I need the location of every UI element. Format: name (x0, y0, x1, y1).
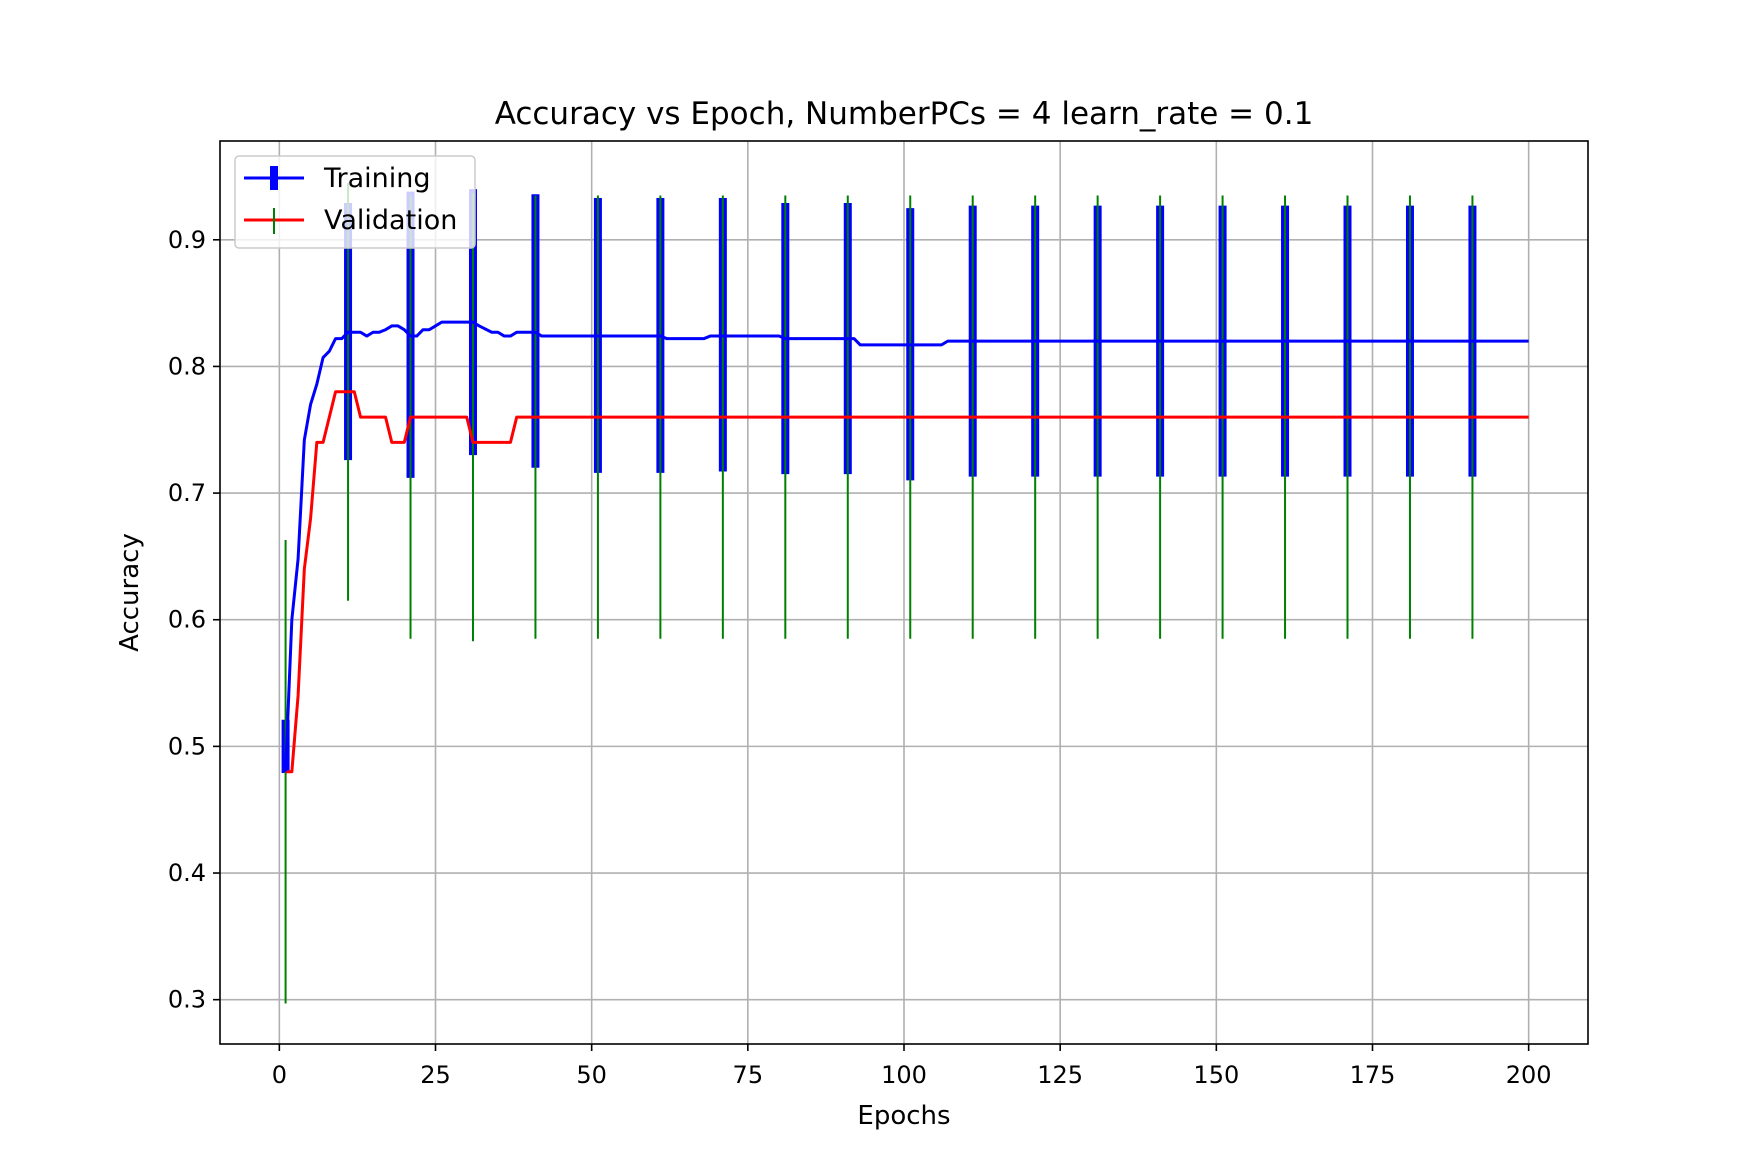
legend: Training Validation (234, 155, 476, 249)
legend-validation-label: Validation (324, 205, 457, 236)
legend-validation-marker (244, 208, 304, 234)
x-tick-label: 0 (272, 1061, 287, 1089)
y-tick-label: 0.8 (168, 352, 206, 380)
y-tick-label: 0.5 (168, 732, 206, 760)
chart-title: Accuracy vs Epoch, NumberPCs = 4 learn_r… (495, 96, 1314, 132)
y-tick-label: 0.7 (168, 479, 206, 507)
y-axis-label: Accuracy (115, 533, 145, 652)
legend-training-label: Training (323, 163, 431, 194)
series-lines (284, 320, 1529, 774)
legend-training-marker (244, 166, 304, 190)
x-tick-label: 175 (1350, 1061, 1396, 1089)
x-tick-label: 75 (733, 1061, 764, 1089)
x-tick-label: 25 (420, 1061, 451, 1089)
validation-line (285, 390, 1529, 774)
x-tick-label: 150 (1193, 1061, 1239, 1089)
y-tick-label: 0.4 (168, 859, 206, 887)
y-tick-label: 0.3 (168, 986, 206, 1014)
x-tick-label: 100 (881, 1061, 927, 1089)
x-tick-label: 200 (1506, 1061, 1552, 1089)
x-tick-label: 50 (576, 1061, 607, 1089)
y-tick-label: 0.6 (168, 606, 206, 634)
axis-ticks: 0 25 50 75 100 125 150 175 200 0.3 0.4 0.5 0.6 0.7 0.8… (168, 226, 1552, 1089)
x-axis-label: Epochs (857, 1101, 950, 1131)
grid (220, 141, 1588, 1044)
x-tick-label: 125 (1037, 1061, 1083, 1089)
y-tick-label: 0.9 (168, 226, 206, 254)
training-line (284, 320, 1529, 772)
